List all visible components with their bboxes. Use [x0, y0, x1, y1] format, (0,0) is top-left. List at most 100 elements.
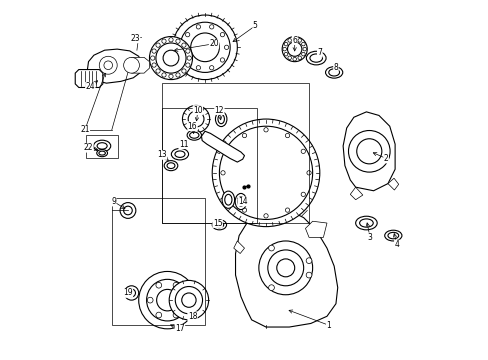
Circle shape	[287, 42, 301, 56]
Ellipse shape	[215, 112, 226, 127]
Circle shape	[282, 47, 286, 51]
Polygon shape	[235, 209, 337, 327]
Circle shape	[182, 297, 187, 303]
Circle shape	[285, 134, 289, 138]
Ellipse shape	[384, 230, 401, 241]
Text: 17: 17	[175, 324, 184, 333]
Text: 5: 5	[252, 21, 257, 30]
Circle shape	[149, 37, 192, 80]
Circle shape	[127, 289, 135, 297]
Circle shape	[187, 56, 191, 60]
Circle shape	[139, 271, 196, 329]
Ellipse shape	[218, 114, 224, 124]
Circle shape	[123, 206, 132, 215]
Ellipse shape	[189, 132, 199, 138]
Polygon shape	[75, 69, 102, 87]
Polygon shape	[349, 187, 362, 200]
Ellipse shape	[93, 140, 110, 152]
Circle shape	[258, 241, 312, 295]
Circle shape	[287, 39, 291, 42]
Text: 18: 18	[187, 312, 197, 321]
Circle shape	[305, 258, 311, 264]
Circle shape	[152, 63, 156, 67]
Circle shape	[176, 73, 180, 77]
Circle shape	[268, 285, 274, 291]
Ellipse shape	[171, 148, 188, 160]
Circle shape	[146, 279, 188, 321]
Ellipse shape	[97, 143, 107, 149]
Circle shape	[209, 25, 213, 29]
Ellipse shape	[235, 193, 246, 210]
Text: 6: 6	[292, 36, 297, 45]
Bar	[162, 83, 308, 223]
Circle shape	[242, 208, 246, 212]
Text: 9: 9	[111, 197, 116, 206]
Bar	[86, 135, 118, 158]
Ellipse shape	[237, 197, 244, 206]
Circle shape	[196, 66, 200, 70]
Circle shape	[220, 32, 224, 37]
Ellipse shape	[215, 222, 223, 228]
Circle shape	[284, 42, 287, 46]
Circle shape	[156, 43, 160, 47]
Circle shape	[224, 45, 228, 49]
Circle shape	[188, 111, 203, 127]
Ellipse shape	[355, 216, 376, 230]
Circle shape	[152, 49, 156, 53]
Circle shape	[212, 119, 319, 226]
Circle shape	[220, 58, 224, 62]
Ellipse shape	[175, 151, 184, 157]
Circle shape	[147, 297, 153, 303]
Ellipse shape	[359, 219, 372, 227]
Circle shape	[172, 15, 237, 80]
Ellipse shape	[164, 161, 178, 171]
Ellipse shape	[97, 149, 107, 157]
Circle shape	[169, 280, 208, 320]
Circle shape	[267, 250, 303, 286]
Ellipse shape	[167, 163, 175, 168]
Circle shape	[156, 282, 162, 288]
Text: 4: 4	[394, 240, 399, 249]
Circle shape	[196, 25, 200, 29]
Ellipse shape	[309, 54, 322, 62]
Text: 8: 8	[333, 63, 338, 72]
Ellipse shape	[187, 130, 201, 140]
Circle shape	[162, 39, 166, 43]
Circle shape	[123, 57, 139, 73]
Circle shape	[156, 69, 160, 73]
Circle shape	[219, 126, 312, 220]
Text: 14: 14	[237, 197, 247, 206]
Circle shape	[185, 49, 190, 53]
Circle shape	[176, 39, 180, 43]
Text: 7: 7	[317, 48, 322, 57]
Circle shape	[150, 56, 155, 60]
Circle shape	[264, 128, 267, 132]
Polygon shape	[387, 178, 398, 190]
Circle shape	[173, 282, 179, 288]
Text: 16: 16	[187, 122, 197, 131]
Circle shape	[297, 56, 301, 60]
Circle shape	[276, 259, 294, 277]
Circle shape	[104, 61, 112, 69]
Circle shape	[292, 37, 296, 41]
Ellipse shape	[306, 51, 325, 65]
Text: 19: 19	[123, 288, 133, 297]
Circle shape	[156, 43, 185, 73]
Text: 3: 3	[367, 233, 372, 242]
Text: 13: 13	[157, 150, 166, 159]
Polygon shape	[305, 221, 326, 237]
Text: 11: 11	[179, 140, 188, 149]
Circle shape	[287, 56, 291, 60]
Ellipse shape	[99, 151, 105, 155]
Ellipse shape	[224, 194, 231, 205]
Circle shape	[301, 192, 305, 197]
Circle shape	[226, 192, 230, 197]
Circle shape	[301, 149, 305, 153]
Circle shape	[185, 32, 189, 37]
Circle shape	[182, 105, 209, 133]
Bar	[162, 108, 257, 223]
Text: 2: 2	[383, 154, 388, 163]
Text: 10: 10	[193, 105, 203, 114]
Circle shape	[284, 52, 287, 56]
Circle shape	[348, 131, 389, 172]
